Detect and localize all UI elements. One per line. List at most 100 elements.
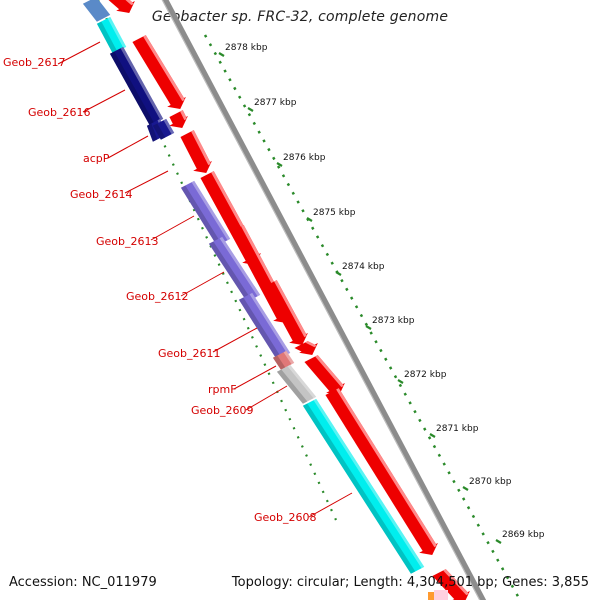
forward-strand xyxy=(108,0,470,600)
reverse-gene-shade xyxy=(238,297,282,360)
forward-gene-tip xyxy=(193,161,212,173)
reverse-gene-shine xyxy=(219,236,261,297)
gene-label[interactable]: Geob_2613 xyxy=(96,235,159,248)
scale-tick-label: 2872 kbp xyxy=(404,370,447,380)
forward-gene-tip xyxy=(167,97,186,109)
scale-tick xyxy=(462,486,469,491)
forward-gene-shine xyxy=(443,569,470,596)
forward-gene-shine xyxy=(274,280,308,338)
reverse-gene[interactable] xyxy=(272,350,295,370)
forward-gene-shine xyxy=(180,110,188,121)
reverse-gene-shine xyxy=(249,292,291,355)
reverse-gene-shade xyxy=(146,123,158,142)
forward-gene-body xyxy=(180,130,212,171)
forward-gene-shine xyxy=(305,341,318,348)
edge-gene xyxy=(434,590,448,600)
forward-gene-tip xyxy=(419,543,438,555)
forward-gene-body xyxy=(304,355,345,393)
reverse-gene-shade xyxy=(152,123,166,140)
forward-gene-body xyxy=(132,35,186,107)
forward-gene-shine xyxy=(143,35,186,102)
reverse-gene-shade xyxy=(96,21,118,54)
forward-gene-body xyxy=(263,280,308,343)
forward-gene-body xyxy=(325,388,438,553)
scale-tick-label: 2876 kbp xyxy=(283,153,326,163)
scale-tick xyxy=(335,271,342,276)
label-leader xyxy=(180,271,225,297)
gene-label[interactable]: Geob_2611 xyxy=(158,347,221,360)
label-leader xyxy=(308,492,353,518)
label-leader xyxy=(82,89,126,113)
scale-tick-label: 2870 kbp xyxy=(469,477,512,487)
map-title: Geobacter sp. FRC-32, complete genome xyxy=(151,9,449,25)
reverse-gene-shine xyxy=(191,180,231,241)
reverse-gene[interactable] xyxy=(152,118,175,140)
scale-tick-label: 2877 kbp xyxy=(254,98,297,108)
backbone-line xyxy=(161,0,487,600)
scale-tick xyxy=(495,539,502,544)
scale-tick-label: 2869 kbp xyxy=(502,530,545,540)
reverse-gene-shade xyxy=(208,241,252,302)
gene-label[interactable]: Geob_2616 xyxy=(28,106,91,119)
scale-tick-label: 2871 kbp xyxy=(436,424,479,434)
reverse-gene[interactable] xyxy=(208,236,261,302)
reverse-gene-shine xyxy=(287,364,317,399)
reverse-gene-partial xyxy=(82,0,111,22)
forward-gene-shine xyxy=(315,355,345,388)
label-leader xyxy=(245,385,288,411)
reverse-gene-shine xyxy=(163,118,175,135)
scale-tick-label: 2874 kbp xyxy=(342,262,385,272)
label-leader xyxy=(124,170,169,194)
gene-label[interactable]: Geob_2617 xyxy=(3,56,66,69)
reverse-gene[interactable] xyxy=(238,292,291,360)
reverse-gene-shade xyxy=(276,369,308,404)
forward-gene-tip xyxy=(452,591,470,600)
forward-gene-tip xyxy=(289,333,308,345)
label-leader xyxy=(150,215,195,241)
reverse-gene[interactable] xyxy=(276,364,317,404)
reverse-gene-shine xyxy=(120,46,164,121)
reverse-gene[interactable] xyxy=(96,16,127,54)
scale-tick xyxy=(429,433,436,438)
topology-text: Topology: circular; Length: 4,304,501 bp… xyxy=(231,575,589,590)
accession-text: Accession: NC_011979 xyxy=(9,575,157,590)
scale-tick xyxy=(365,325,372,330)
reverse-gene-shade xyxy=(302,403,416,574)
gene-label[interactable]: Geob_2612 xyxy=(126,290,189,303)
gene-label[interactable]: rpmF xyxy=(208,383,237,396)
label-leader xyxy=(233,365,277,390)
reverse-gene-shade xyxy=(180,185,222,246)
scale-tick xyxy=(276,162,283,167)
forward-gene-tip xyxy=(169,116,188,128)
reverse-gene-shine xyxy=(107,16,127,49)
gene-labels: Geob_2617 Geob_2616 acpP Geob_2614 Geob_2613… xyxy=(3,41,353,524)
label-leader xyxy=(212,327,258,353)
scale-tick xyxy=(306,217,313,222)
scale-tick-label: 2875 kbp xyxy=(313,208,356,218)
reverse-strand xyxy=(82,0,448,600)
backbone xyxy=(161,0,487,600)
scale-tick xyxy=(218,52,225,57)
label-leader xyxy=(57,41,101,65)
scale-tick xyxy=(247,107,254,112)
backbone-highlight xyxy=(161,0,481,600)
reverse-gene[interactable] xyxy=(302,398,425,574)
gene-label[interactable]: Geob_2609 xyxy=(191,404,254,417)
reverse-gene[interactable] xyxy=(180,180,231,246)
forward-gene-shine xyxy=(125,0,135,6)
label-leader xyxy=(107,135,149,159)
edge-gene xyxy=(428,592,434,600)
reverse-gene-shine xyxy=(283,350,295,365)
gene-label[interactable]: Geob_2608 xyxy=(254,511,317,524)
forward-gene-body xyxy=(432,569,470,600)
scale-tick-label: 2878 kbp xyxy=(225,43,268,53)
reverse-gene[interactable] xyxy=(109,46,164,126)
reverse-gene-shade xyxy=(272,355,286,370)
scale-ruler: 2878 kbp 2877 kbp 2876 kbp 2875 kbp 2874 kbp… xyxy=(96,0,545,600)
gene-label[interactable]: Geob_2614 xyxy=(70,188,133,201)
gene-label[interactable]: acpP xyxy=(83,152,110,165)
scale-tick-label: 2873 kbp xyxy=(372,316,415,326)
reverse-gene-shade xyxy=(109,51,155,126)
reverse-gene-shine xyxy=(313,398,425,569)
